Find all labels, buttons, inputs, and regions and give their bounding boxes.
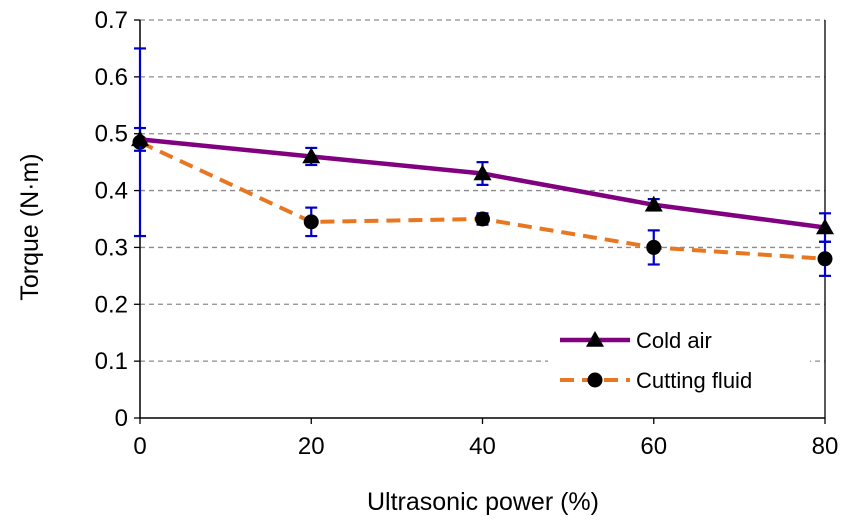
data-point-cold-air-0 [131,130,149,147]
legend-marker-cutting-fluid [587,372,603,388]
x-tick-label-0: 0 [133,433,146,460]
data-point-cutting-fluid-2 [475,211,490,227]
legend: Cold air Cutting fluid [548,318,810,404]
x-tick-label-4: 80 [812,433,839,460]
y-tick-label-7: 0.7 [95,7,128,34]
x-tick-label-2: 40 [469,433,496,460]
y-tick-label-1: 0.1 [95,348,128,375]
legend-background [548,318,810,404]
tick-labels: 0 0.1 0.2 0.3 0.4 0.5 0.6 0.7 0 20 40 60 80 [95,7,839,460]
series-cold-air [131,126,834,243]
data-point-cutting-fluid-4 [817,251,833,267]
data-point-cold-air-4 [816,218,834,235]
legend-item-cutting-fluid: Cutting fluid [560,368,752,393]
data-point-cold-air-1 [302,147,321,164]
series-line-cutting-fluid [139,140,826,261]
y-tick-label-3: 0.3 [95,234,128,261]
x-axis-title: Ultrasonic power (%) [367,488,599,516]
y-tick-label-4: 0.4 [95,178,128,205]
data-point-cold-air-2 [473,164,492,181]
legend-label-cold-air: Cold air [636,328,712,353]
y-tick-label-6: 0.6 [95,64,128,91]
data-point-cutting-fluid-1 [303,214,319,230]
x-tick-label-3: 60 [640,433,667,460]
grid-lines [140,19,825,362]
data-point-cutting-fluid-3 [646,239,662,255]
y-axis-title: Torque (N·m) [16,153,44,300]
legend-item-cold-air: Cold air [560,328,712,353]
y-tick-label-5: 0.5 [95,121,128,148]
x-tick-label-1: 20 [298,433,325,460]
data-point-cold-air-3 [644,195,663,212]
y-tick-label-0: 0 [115,405,128,432]
legend-label-cutting-fluid: Cutting fluid [636,368,752,393]
legend-marker-cold-air [586,331,604,347]
data-series [131,47,834,277]
y-tick-label-2: 0.2 [95,291,128,318]
